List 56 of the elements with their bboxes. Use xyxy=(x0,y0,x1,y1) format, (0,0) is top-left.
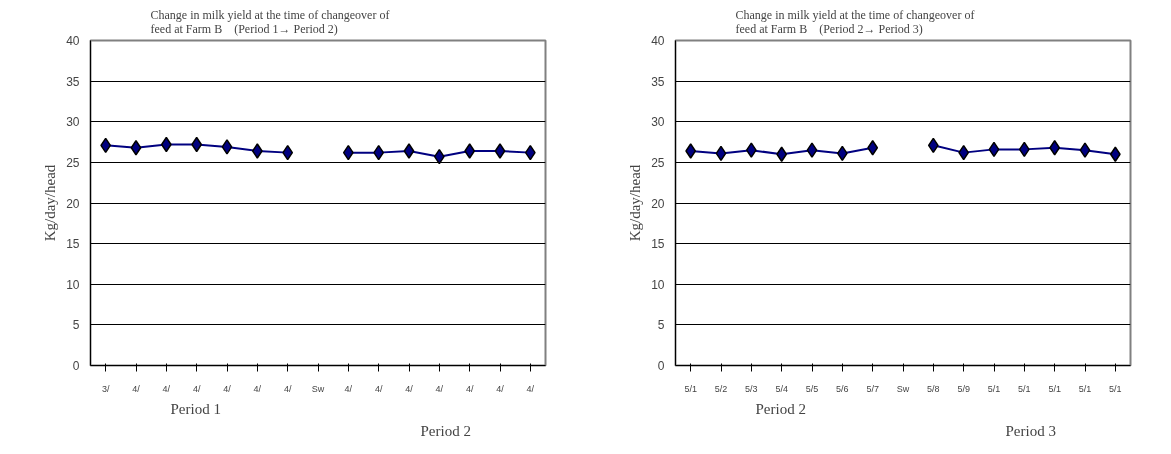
x-tick-label: 5/1 xyxy=(1018,383,1031,394)
chart-title: Change in milk yield at the time of changeover of feed at Farm B (Period 2→ Period 3) xyxy=(735,7,975,36)
x-tick-label: 5/1 xyxy=(1109,383,1122,394)
y-tick-label: 0 xyxy=(72,359,80,373)
x-tick-label: 4/ xyxy=(192,383,201,394)
x-tick-label: 5/1 xyxy=(1078,383,1092,394)
x-tick-label: 5/2 xyxy=(714,383,728,394)
y-tick-label: 40 xyxy=(66,34,80,48)
x-tick-label: 5/5 xyxy=(805,383,819,394)
y-tick-label: 30 xyxy=(651,115,665,130)
x-tick-label: 4/ xyxy=(162,383,171,394)
x-tick-label: 4/ xyxy=(465,383,474,394)
y-tick-label: 35 xyxy=(651,74,665,89)
y-tick-label: 25 xyxy=(66,155,80,170)
y-tick-label: 25 xyxy=(651,155,665,170)
y-tick-label: 20 xyxy=(651,196,665,211)
x-tick-label: 5/3 xyxy=(745,383,758,394)
x-tick-label: 4/ xyxy=(435,383,444,394)
x-tick-label: 5/1 xyxy=(1048,383,1061,394)
y-axis-title: Kg/day/head xyxy=(42,164,59,242)
x-tick-label: 4/ xyxy=(283,383,292,394)
y-tick-label: 35 xyxy=(66,74,80,89)
text: Period 2 xyxy=(420,422,471,439)
x-tick-label: 4/ xyxy=(253,383,262,394)
x-tick-label: 5/4 xyxy=(775,383,788,394)
text: Period 1 xyxy=(170,400,221,417)
text: Period 3 xyxy=(1005,422,1056,439)
x-tick-label: 5/6 xyxy=(836,383,849,394)
y-tick-label: 15 xyxy=(66,237,80,252)
x-tick-label: 5/1 xyxy=(684,383,697,394)
x-tick-label: 5/9 xyxy=(957,383,970,394)
x-tick-label: 4/ xyxy=(526,383,535,394)
y-tick-label: 30 xyxy=(66,115,80,130)
x-tick-label: 5/8 xyxy=(927,383,940,394)
text: Period 2 xyxy=(755,400,806,417)
y-tick-label: 5 xyxy=(657,318,665,333)
y-tick-label: 20 xyxy=(66,196,80,211)
x-tick-label: 5/1 xyxy=(987,383,1001,394)
x-tick-label: 5/7 xyxy=(866,383,879,394)
x-tick-label: 4/ xyxy=(223,383,232,394)
x-tick-label: 4/ xyxy=(496,383,505,394)
y-tick-label: 10 xyxy=(651,277,665,292)
y-tick-label: 0 xyxy=(657,359,665,373)
y-tick-label: 5 xyxy=(72,318,80,333)
y-axis-title: Kg/day/head xyxy=(627,164,644,242)
chart-title: Change in milk yield at the time of changeover of feed at Farm B (Period 1→ Period 2) xyxy=(150,7,390,36)
x-tick-label: 4/ xyxy=(374,383,383,394)
y-tick-label: 40 xyxy=(651,34,665,48)
y-tick-label: 10 xyxy=(66,277,80,292)
x-tick-label: 3/ xyxy=(101,383,110,394)
x-tick-label: Sw xyxy=(896,383,910,394)
x-tick-label: 4/ xyxy=(405,383,414,394)
y-tick-label: 15 xyxy=(651,237,665,252)
x-tick-label: 4/ xyxy=(344,383,353,394)
x-tick-label: 4/ xyxy=(132,383,141,394)
x-tick-label: Sw xyxy=(311,383,325,394)
